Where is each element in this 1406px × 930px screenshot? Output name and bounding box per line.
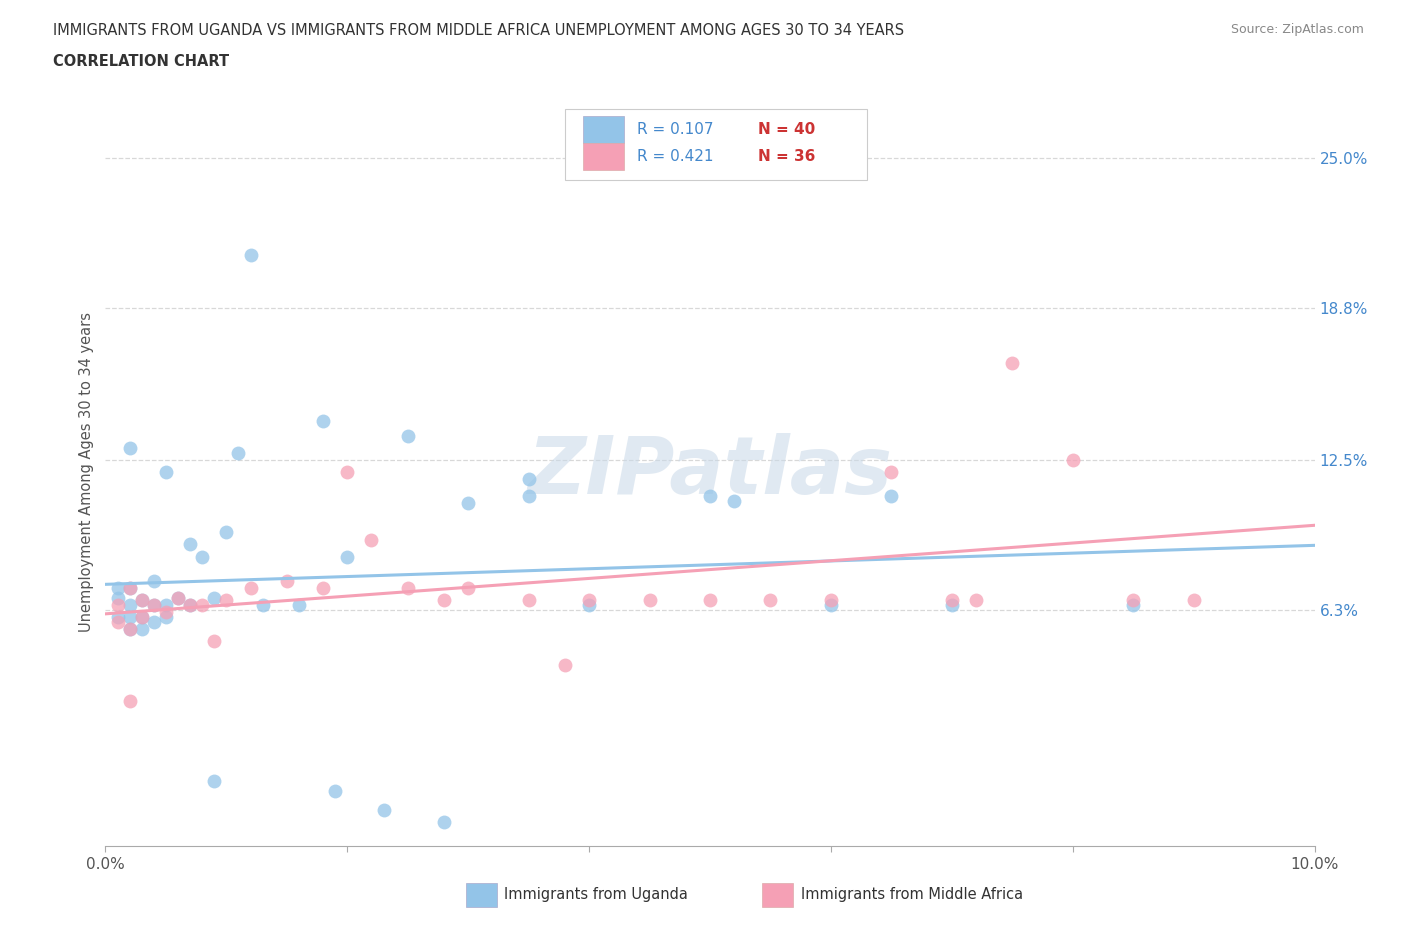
Point [1122, 597, 1144, 612]
Point [578, 592, 600, 607]
FancyBboxPatch shape [465, 883, 498, 907]
FancyBboxPatch shape [583, 143, 624, 170]
Point [312, 580, 335, 595]
Point [1182, 592, 1205, 607]
Point [142, 573, 165, 588]
Point [179, 597, 201, 612]
FancyBboxPatch shape [762, 883, 793, 907]
Point [723, 494, 745, 509]
Point [433, 815, 456, 830]
Point [142, 615, 165, 630]
Point [155, 597, 177, 612]
Text: R = 0.421: R = 0.421 [637, 150, 714, 165]
Point [312, 414, 335, 429]
Point [941, 597, 963, 612]
Text: N = 36: N = 36 [758, 150, 815, 165]
Point [107, 591, 129, 605]
Point [202, 774, 225, 789]
Point [107, 580, 129, 595]
Y-axis label: Unemployment Among Ages 30 to 34 years: Unemployment Among Ages 30 to 34 years [79, 312, 94, 632]
Point [433, 592, 456, 607]
Point [336, 549, 359, 564]
Point [1062, 453, 1084, 468]
FancyBboxPatch shape [583, 116, 624, 143]
Point [142, 597, 165, 612]
Point [118, 580, 141, 595]
Point [699, 488, 721, 503]
Point [202, 633, 225, 648]
Point [517, 592, 540, 607]
Point [107, 615, 129, 630]
Text: R = 0.107: R = 0.107 [637, 122, 714, 137]
Point [820, 592, 842, 607]
Point [578, 597, 600, 612]
Point [215, 525, 238, 539]
Point [191, 549, 214, 564]
Point [759, 592, 782, 607]
Point [1001, 356, 1024, 371]
Point [228, 445, 250, 460]
Point [396, 580, 419, 595]
Point [107, 609, 129, 624]
Point [457, 496, 479, 511]
Point [167, 591, 190, 605]
Point [155, 465, 177, 480]
Point [288, 597, 311, 612]
Text: N = 40: N = 40 [758, 122, 815, 137]
Point [118, 580, 141, 595]
FancyBboxPatch shape [565, 109, 868, 180]
Point [239, 580, 262, 595]
Text: ZIPatlas: ZIPatlas [527, 433, 893, 511]
Point [360, 532, 382, 547]
Point [517, 472, 540, 486]
Point [118, 441, 141, 456]
Point [373, 803, 395, 817]
Point [142, 597, 165, 612]
Point [517, 488, 540, 503]
Point [323, 783, 346, 798]
Point [131, 592, 153, 607]
Point [118, 694, 141, 709]
Point [941, 592, 963, 607]
Point [638, 592, 661, 607]
Text: IMMIGRANTS FROM UGANDA VS IMMIGRANTS FROM MIDDLE AFRICA UNEMPLOYMENT AMONG AGES : IMMIGRANTS FROM UGANDA VS IMMIGRANTS FRO… [53, 23, 904, 38]
Text: Source: ZipAtlas.com: Source: ZipAtlas.com [1230, 23, 1364, 36]
Point [252, 597, 274, 612]
Point [167, 591, 190, 605]
Point [118, 609, 141, 624]
Point [155, 604, 177, 619]
Point [336, 465, 359, 480]
Point [699, 592, 721, 607]
Point [457, 580, 479, 595]
Point [131, 609, 153, 624]
Point [131, 621, 153, 636]
Point [131, 609, 153, 624]
Point [202, 591, 225, 605]
Text: CORRELATION CHART: CORRELATION CHART [53, 54, 229, 69]
Point [215, 592, 238, 607]
Point [191, 597, 214, 612]
Point [554, 658, 576, 672]
Point [880, 465, 903, 480]
Point [131, 592, 153, 607]
Point [1122, 592, 1144, 607]
Point [396, 429, 419, 444]
Text: Immigrants from Uganda: Immigrants from Uganda [505, 887, 689, 902]
Point [118, 621, 141, 636]
Point [179, 597, 201, 612]
Point [239, 247, 262, 262]
Text: Immigrants from Middle Africa: Immigrants from Middle Africa [801, 887, 1022, 902]
Point [820, 597, 842, 612]
Point [276, 573, 298, 588]
Point [107, 597, 129, 612]
Point [118, 621, 141, 636]
Point [965, 592, 987, 607]
Point [880, 488, 903, 503]
Point [179, 537, 201, 551]
Point [118, 597, 141, 612]
Point [155, 609, 177, 624]
